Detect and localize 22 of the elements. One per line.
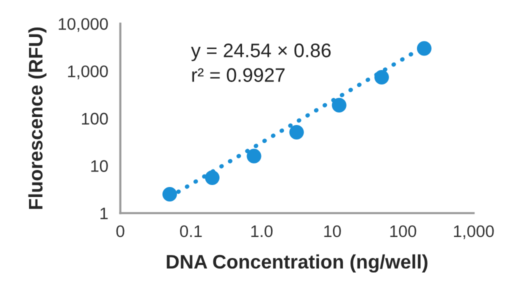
y-tick-label: 10 — [91, 160, 108, 172]
point — [374, 70, 389, 85]
x-axis-title: DNA Concentration (ng/well) — [166, 254, 428, 273]
annotation: y = 24.54 × 0.86 — [191, 44, 331, 62]
x-tick-label: 100 — [390, 225, 416, 238]
y-tick-label: 10,000 — [58, 18, 108, 32]
point — [204, 170, 220, 185]
y-axis-title: Fluorescence (RFU) — [28, 28, 46, 209]
x-tick-label: 0 — [116, 225, 124, 238]
y-tick-label: 1 — [100, 208, 108, 220]
x-tick-label: 1.0 — [251, 225, 273, 238]
annotation: r² = 0.9927 — [192, 68, 285, 82]
point — [332, 98, 346, 112]
y-tick-label: 100 — [82, 112, 108, 125]
point — [289, 124, 304, 140]
point — [416, 41, 432, 56]
x-tick-label: 0.1 — [180, 225, 202, 238]
y-tick-label: 1,000 — [68, 65, 108, 80]
point — [246, 148, 262, 164]
x-tick-label: 10 — [324, 225, 341, 238]
point — [162, 186, 177, 202]
x-tick-label: 1,000 — [454, 225, 494, 240]
